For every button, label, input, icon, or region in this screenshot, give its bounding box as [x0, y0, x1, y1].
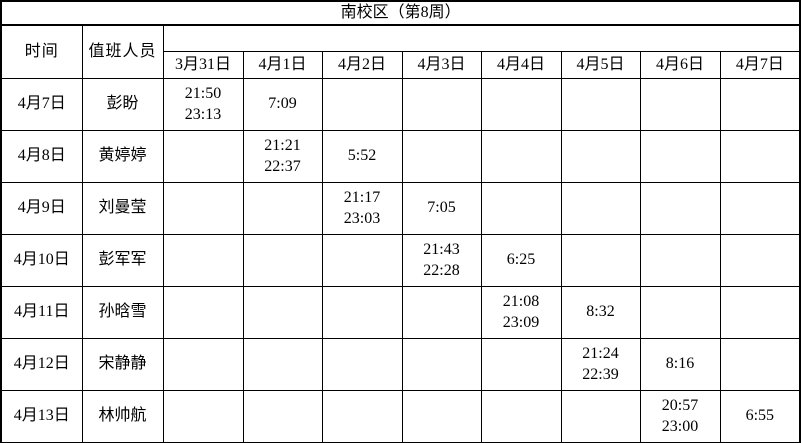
title-row: 南校区（第8周） [0, 0, 801, 26]
date-column-header[interactable]: 4月2日 [321, 51, 403, 79]
time-cell[interactable] [401, 78, 482, 131]
time-cell[interactable] [162, 390, 244, 443]
header-spacer-cell[interactable] [162, 24, 801, 52]
time-cell[interactable] [401, 286, 482, 339]
date-column-header[interactable]: 3月31日 [162, 51, 244, 79]
time-cell[interactable] [639, 182, 721, 235]
table-row: 4月8日 黄婷婷 21:21 22:37 5:52 [0, 130, 801, 183]
time-cell[interactable] [719, 286, 801, 339]
time-cell[interactable]: 21:08 23:09 [480, 286, 562, 339]
time-cell[interactable]: 8:32 [560, 286, 641, 339]
table-row: 4月13日 林帅航 20:57 23:00 6:55 [0, 390, 801, 443]
time-cell[interactable]: 21:17 23:03 [321, 182, 403, 235]
time-cell[interactable] [242, 390, 323, 443]
row-date-cell[interactable]: 4月11日 [0, 286, 83, 339]
time-cell[interactable]: 5:52 [321, 130, 403, 183]
table-row: 4月7日 彭盼 21:50 23:13 7:09 [0, 78, 801, 131]
time-cell[interactable] [242, 234, 323, 287]
header-time[interactable]: 时间 [0, 24, 83, 79]
row-date-cell[interactable]: 4月7日 [0, 78, 83, 131]
row-date-cell[interactable]: 4月12日 [0, 338, 83, 391]
time-cell[interactable]: 7:09 [242, 78, 323, 131]
staff-name-cell[interactable]: 彭盼 [81, 78, 164, 131]
time-cell[interactable]: 8:16 [639, 338, 721, 391]
time-cell[interactable] [321, 338, 403, 391]
time-cell[interactable] [480, 390, 562, 443]
row-date-cell[interactable]: 4月9日 [0, 182, 83, 235]
time-cell[interactable] [242, 286, 323, 339]
time-cell[interactable]: 21:21 22:37 [242, 130, 323, 183]
table-row: 4月10日 彭军军 21:43 22:28 6:25 [0, 234, 801, 287]
time-cell[interactable] [560, 130, 641, 183]
time-cell[interactable] [719, 182, 801, 235]
row-date-cell[interactable]: 4月10日 [0, 234, 83, 287]
time-cell[interactable] [321, 234, 403, 287]
time-cell[interactable] [162, 234, 244, 287]
table-row: 4月11日 孙晗雪 21:08 23:09 8:32 [0, 286, 801, 339]
time-cell[interactable]: 21:43 22:28 [401, 234, 482, 287]
page-title: 南校区（第8周） [0, 0, 801, 26]
time-cell[interactable]: 6:55 [719, 390, 801, 443]
time-cell[interactable]: 7:05 [401, 182, 482, 235]
time-cell[interactable] [321, 286, 403, 339]
time-cell[interactable] [639, 130, 721, 183]
table-row: 4月12日 宋静静 21:24 22:39 8:16 [0, 338, 801, 391]
time-cell[interactable] [560, 234, 641, 287]
staff-name-cell[interactable]: 彭军军 [81, 234, 164, 287]
date-column-header[interactable]: 4月6日 [639, 51, 721, 79]
staff-name-cell[interactable]: 孙晗雪 [81, 286, 164, 339]
time-cell[interactable] [162, 182, 244, 235]
table-row: 4月9日 刘曼莹 21:17 23:03 7:05 [0, 182, 801, 235]
date-column-header[interactable]: 4月3日 [401, 51, 482, 79]
time-cell[interactable] [162, 130, 244, 183]
row-date-cell[interactable]: 4月8日 [0, 130, 83, 183]
time-cell[interactable] [719, 234, 801, 287]
time-cell[interactable] [162, 338, 244, 391]
time-cell[interactable] [560, 182, 641, 235]
time-cell[interactable] [639, 286, 721, 339]
date-column-header[interactable]: 4月7日 [719, 51, 801, 79]
time-cell[interactable] [321, 78, 403, 131]
time-cell[interactable] [560, 78, 641, 131]
time-cell[interactable] [719, 78, 801, 131]
date-header-row: 3月31日 4月1日 4月2日 4月3日 4月4日 4月5日 4月6日 4月7日 [1, 51, 801, 79]
time-cell[interactable] [639, 78, 721, 131]
time-cell[interactable] [560, 390, 641, 443]
row-date-cell[interactable]: 4月13日 [0, 390, 83, 443]
staff-name-cell[interactable]: 林帅航 [81, 390, 164, 443]
time-cell[interactable] [480, 338, 562, 391]
time-cell[interactable] [242, 182, 323, 235]
time-cell[interactable] [321, 390, 403, 443]
staff-name-cell[interactable]: 黄婷婷 [81, 130, 164, 183]
header-staff[interactable]: 值班人员 [81, 24, 164, 79]
time-cell[interactable] [719, 130, 801, 183]
time-cell[interactable] [719, 338, 801, 391]
time-cell[interactable] [480, 182, 562, 235]
time-cell[interactable] [401, 338, 482, 391]
time-cell[interactable]: 21:24 22:39 [560, 338, 641, 391]
time-cell[interactable] [242, 338, 323, 391]
time-cell[interactable] [401, 390, 482, 443]
time-cell[interactable]: 20:57 23:00 [639, 390, 721, 443]
date-column-header[interactable]: 4月1日 [242, 51, 323, 79]
time-cell[interactable] [639, 234, 721, 287]
time-cell[interactable]: 21:50 23:13 [162, 78, 244, 131]
date-column-header[interactable]: 4月4日 [480, 51, 562, 79]
time-cell[interactable] [401, 130, 482, 183]
time-cell[interactable]: 6:25 [480, 234, 562, 287]
staff-name-cell[interactable]: 宋静静 [81, 338, 164, 391]
time-cell[interactable] [162, 286, 244, 339]
time-cell[interactable] [480, 78, 562, 131]
staff-name-cell[interactable]: 刘曼莹 [81, 182, 164, 235]
time-cell[interactable] [480, 130, 562, 183]
header-band-row: 时间 值班人员 [0, 24, 801, 79]
date-column-header[interactable]: 4月5日 [560, 51, 641, 79]
